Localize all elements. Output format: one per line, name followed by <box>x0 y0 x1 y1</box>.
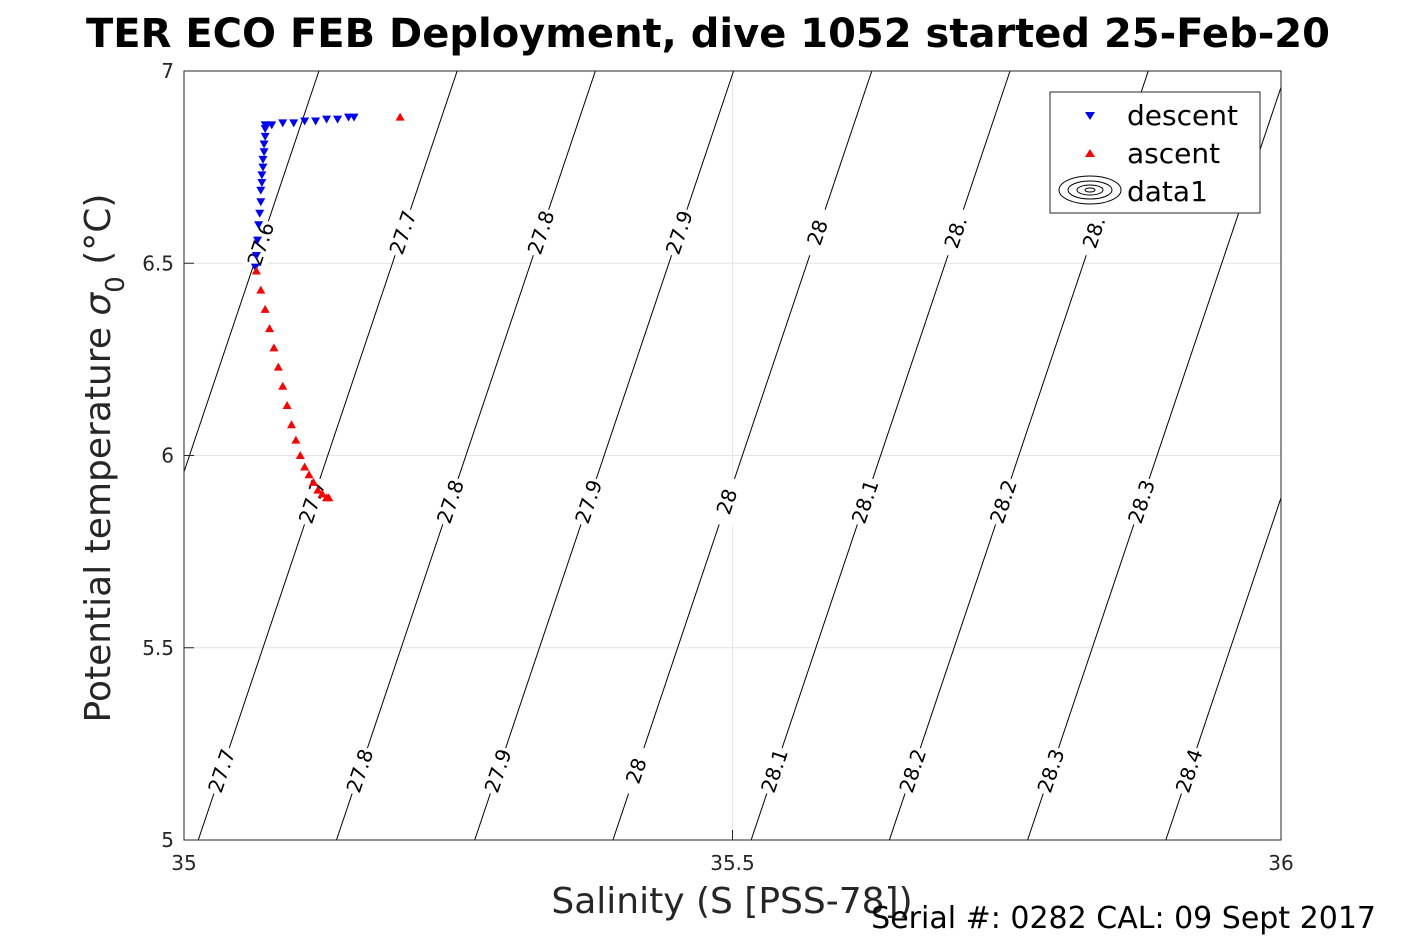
contour-label-bg <box>1121 474 1162 529</box>
descent-marker <box>278 119 288 128</box>
contour-label-bg <box>983 474 1024 529</box>
x-tick-label: 36 <box>1268 851 1293 875</box>
y-tick-label: 5 <box>161 828 174 852</box>
contour-label-bg <box>1030 743 1071 798</box>
ascent-marker <box>313 485 323 494</box>
ascent-marker <box>256 285 266 294</box>
ascent-marker <box>395 112 405 121</box>
descent-marker <box>349 113 359 122</box>
chart-title: TER ECO FEB Deployment, dive 1052 starte… <box>86 11 1330 57</box>
contour-label-bg <box>478 743 518 798</box>
contour-label-bg <box>754 743 795 798</box>
contour-label-bg <box>935 205 976 260</box>
contour-label-bg <box>240 217 281 271</box>
y-tick-label: 7 <box>161 59 174 83</box>
descent-marker <box>254 221 264 230</box>
contour-label-bg <box>1073 205 1114 260</box>
legend-descent-marker <box>1085 112 1095 120</box>
y-axis-label-subscript: 0 <box>101 276 131 293</box>
contour-label-bg <box>201 743 242 798</box>
descent-marker <box>258 163 268 172</box>
legend-ascent-marker <box>1085 149 1095 157</box>
contour-label-bg <box>339 743 380 798</box>
y-axis-label-group: Potential temperature σ0 (°C) <box>78 194 131 723</box>
descent-marker <box>252 236 262 245</box>
ascent-marker <box>308 477 318 486</box>
density-contours <box>184 71 1281 840</box>
isopycnal-line <box>336 71 596 840</box>
contour-label-bg <box>521 205 561 260</box>
legend-ascent-label: ascent <box>1127 137 1220 170</box>
descent-marker <box>300 117 310 126</box>
descent-marker <box>289 119 299 128</box>
ascent-marker <box>273 362 283 371</box>
contour-label-bg <box>706 474 747 529</box>
serial-cal-footer: Serial #: 0282 CAL: 09 Sept 2017 <box>871 901 1376 936</box>
contour-label-bg <box>430 474 471 529</box>
descent-marker <box>257 179 267 188</box>
ascent-marker <box>265 324 275 333</box>
ascent-marker <box>317 489 327 498</box>
contour-label-bg <box>568 474 609 529</box>
grid-lines <box>184 71 1281 840</box>
ascent-marker <box>278 381 288 390</box>
y-axis-label: Potential temperature σ0 (°C) <box>78 194 131 723</box>
ascent-marker <box>269 343 279 352</box>
contour-label-bg <box>382 205 423 260</box>
descent-marker <box>311 117 321 126</box>
descent-marker <box>259 140 269 149</box>
contour-labels: 27.627.727.727.727.827.827.827.927.927.9… <box>201 205 1210 798</box>
y-axis-label-main: Potential temperature <box>78 327 119 722</box>
y-tick-label: 6.5 <box>142 251 174 275</box>
legend-descent-label: descent <box>1127 99 1238 132</box>
profile-markers <box>250 112 405 502</box>
descent-marker <box>256 198 266 207</box>
ascent-marker <box>304 470 314 479</box>
ascent-marker <box>251 266 261 275</box>
descent-marker <box>250 263 260 272</box>
isopycnal-line <box>197 71 458 840</box>
descent-marker <box>322 115 332 124</box>
descent-marker <box>333 115 343 124</box>
contour-label-bg <box>892 743 933 798</box>
legend-data1-label: data1 <box>1127 175 1208 208</box>
descent-marker <box>260 132 270 141</box>
axis-ticks: 35 35.5 36 5 5.5 6 6.5 7 <box>142 59 1294 875</box>
y-tick-label: 5.5 <box>142 636 174 660</box>
isopycnal-line <box>612 71 873 840</box>
descent-marker <box>251 252 261 261</box>
descent-marker <box>258 155 268 164</box>
contour-label-bg <box>659 205 700 260</box>
descent-marker <box>256 186 266 195</box>
descent-marker <box>255 209 265 218</box>
legend-data1-contour-icon <box>1058 175 1122 205</box>
ascent-marker <box>291 435 301 444</box>
isopycnal-line <box>474 71 735 840</box>
ascent-marker <box>287 420 297 429</box>
ascent-marker <box>260 304 270 313</box>
legend: descent ascent data1 <box>1049 91 1261 214</box>
ascent-marker <box>324 493 334 502</box>
x-tick-label: 35 <box>171 851 196 875</box>
descent-marker <box>267 121 277 130</box>
contour-label-bg <box>616 743 657 798</box>
isopycnal-line <box>1165 496 1281 840</box>
descent-marker <box>259 148 269 157</box>
y-axis-label-unit: (°C) <box>78 194 119 265</box>
contour-label-bg <box>1169 743 1210 798</box>
x-tick-label: 35.5 <box>710 851 755 875</box>
legend-box <box>1049 91 1261 214</box>
contour-label-bg <box>797 205 838 260</box>
contour-label-bg <box>845 474 886 529</box>
x-axis-label: Salinity (S [PSS-78]) <box>551 881 912 922</box>
ascent-marker <box>300 462 310 471</box>
y-tick-label: 6 <box>161 444 174 468</box>
ascent-marker <box>295 451 305 459</box>
isopycnal-line <box>750 71 1011 840</box>
descent-marker <box>257 171 267 180</box>
ascent-marker <box>282 401 292 410</box>
contour-label-bg <box>292 474 333 529</box>
